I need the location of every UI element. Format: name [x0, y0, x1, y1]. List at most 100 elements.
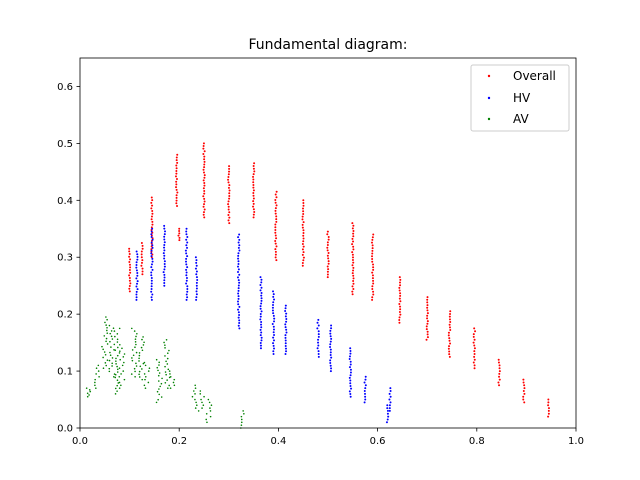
point-av	[141, 349, 144, 352]
point-hv	[389, 390, 392, 392]
point-overall	[175, 156, 178, 159]
point-av	[166, 357, 169, 360]
point-overall	[372, 282, 375, 285]
point-overall	[202, 195, 205, 198]
point-av	[118, 327, 121, 330]
point-overall	[253, 170, 256, 173]
point-overall	[151, 204, 154, 207]
point-overall	[426, 301, 429, 304]
point-overall	[301, 262, 304, 265]
point-overall	[175, 159, 178, 162]
point-hv	[195, 287, 198, 290]
point-av	[155, 358, 158, 361]
point-hv	[259, 313, 262, 316]
point-overall	[447, 334, 450, 337]
point-hv	[237, 246, 240, 249]
point-overall	[398, 289, 401, 292]
point-overall	[150, 218, 153, 221]
point-av	[116, 341, 119, 343]
point-av	[209, 407, 211, 409]
point-overall	[326, 233, 329, 236]
point-overall	[351, 272, 354, 275]
point-overall	[351, 290, 354, 293]
point-av	[140, 346, 143, 349]
point-overall	[399, 278, 402, 281]
point-av	[157, 398, 159, 401]
point-overall	[327, 235, 330, 238]
point-hv	[163, 268, 166, 271]
point-overall	[227, 176, 230, 178]
point-av	[164, 344, 166, 346]
point-av	[101, 345, 103, 348]
point-hv	[238, 305, 241, 308]
point-av	[158, 393, 161, 396]
point-overall	[203, 155, 206, 158]
point-av	[143, 341, 145, 344]
point-overall	[399, 305, 402, 308]
point-av	[135, 351, 138, 354]
point-av	[143, 373, 146, 375]
point-av	[156, 390, 159, 393]
point-overall	[227, 205, 230, 208]
point-av	[132, 354, 135, 357]
point-av	[200, 398, 202, 401]
point-overall	[473, 347, 476, 350]
point-hv	[363, 401, 366, 404]
point-av	[194, 393, 196, 395]
point-overall	[140, 242, 143, 244]
point-hv	[364, 395, 367, 398]
point-overall	[398, 302, 401, 305]
point-overall	[498, 367, 501, 370]
point-overall	[175, 186, 178, 189]
point-av	[197, 410, 200, 412]
point-hv	[259, 328, 262, 331]
point-overall	[473, 358, 476, 361]
point-av	[157, 380, 160, 382]
point-hv	[284, 334, 287, 337]
point-hv	[329, 343, 332, 346]
point-overall	[472, 341, 475, 344]
point-overall	[399, 308, 402, 311]
point-overall	[399, 300, 402, 303]
point-overall	[326, 230, 329, 233]
point-overall	[371, 288, 374, 291]
point-hv	[185, 268, 188, 271]
point-av	[113, 349, 115, 351]
point-overall	[150, 215, 153, 218]
point-overall	[498, 372, 501, 375]
point-overall	[175, 183, 178, 186]
point-hv	[272, 342, 275, 345]
point-hv	[238, 322, 241, 325]
point-hv	[260, 297, 263, 300]
point-hv	[237, 297, 240, 300]
point-overall	[178, 230, 181, 233]
point-hv	[273, 317, 276, 320]
point-overall	[252, 173, 255, 176]
point-overall	[301, 215, 304, 218]
point-hv	[386, 407, 389, 410]
point-hv	[273, 320, 276, 323]
point-hv	[349, 360, 352, 363]
point-overall	[203, 189, 206, 192]
point-hv	[260, 331, 263, 334]
point-overall	[151, 212, 154, 215]
point-hv	[162, 252, 165, 255]
point-hv	[150, 279, 153, 282]
point-hv	[260, 320, 263, 323]
point-overall	[252, 213, 255, 216]
point-hv	[271, 304, 274, 306]
point-av	[130, 327, 133, 330]
point-hv	[185, 233, 188, 236]
point-overall	[140, 261, 143, 264]
point-overall	[351, 227, 354, 230]
point-hv	[185, 230, 188, 233]
point-overall	[352, 245, 355, 248]
point-hv	[185, 238, 188, 241]
point-hv	[349, 374, 352, 377]
point-av	[123, 361, 125, 364]
point-overall	[253, 162, 256, 165]
point-overall	[497, 361, 500, 364]
point-hv	[284, 323, 287, 326]
point-overall	[498, 378, 501, 381]
